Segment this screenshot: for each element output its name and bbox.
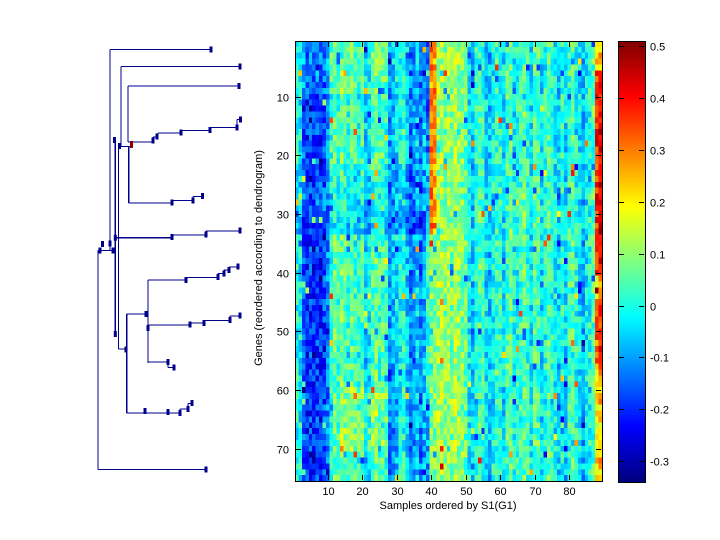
y-tick-label: 60: [277, 386, 289, 398]
colorbar-tick-label: 0.5: [650, 42, 665, 54]
dendrogram-node-marker: [186, 406, 190, 412]
y-axis-label: Genes (reordered according to dendrogram…: [253, 150, 265, 366]
dendrogram-node-marker: [236, 263, 240, 270]
y-tick-label: 30: [277, 210, 289, 222]
colorbar-frame: 0.5 0.4 0.3 0.2 0.1 0 -0.1 -0.2 -0.3: [618, 41, 669, 483]
colorbar-tick-label: 0.4: [650, 94, 665, 106]
dendrogram-node-marker: [204, 466, 208, 473]
x-tick-label: 50: [460, 486, 472, 498]
dendrogram-node-marker: [201, 193, 204, 199]
x-tick-label: 30: [391, 486, 403, 498]
colorbar-tick-label: -0.1: [650, 353, 669, 365]
y-tick-label: 70: [277, 445, 289, 457]
x-tick-label: 80: [563, 486, 575, 498]
dendrogram-node-marker: [235, 124, 239, 131]
x-tick-label: 40: [425, 486, 437, 498]
dendrogram-node-marker: [237, 83, 241, 89]
colorbar-tick-label: 0.2: [650, 198, 665, 210]
y-tick-label: 50: [277, 327, 289, 339]
colorbar-tick-label: -0.2: [650, 405, 669, 417]
dendrogram-node-marker: [98, 247, 102, 254]
colorbar-tick-label: -0.3: [650, 457, 669, 469]
dendrogram-node-marker: [170, 199, 174, 206]
dendrogram-node-marker: [184, 277, 188, 283]
dendrogram-node-marker: [111, 247, 115, 254]
dendrogram-node-marker: [118, 143, 121, 149]
dendrogram-node-marker: [101, 241, 104, 247]
x-tick-label: 60: [494, 486, 506, 498]
dendrogram-node-marker: [143, 408, 147, 414]
dendrogram-node-marker: [146, 325, 150, 331]
dendrogram-node-marker: [170, 234, 174, 240]
dendrogram: [97, 46, 242, 473]
dendrogram-node-marker: [166, 359, 170, 365]
dendrogram-node-marker: [191, 197, 195, 204]
dendrogram-node-marker: [228, 317, 232, 323]
dendrogram-highlight-marker: [130, 141, 133, 148]
dendrogram-node-marker: [208, 127, 212, 133]
colorbar-gradient: [618, 41, 645, 482]
dendrogram-node-marker: [179, 129, 183, 136]
y-tick-label: 40: [277, 269, 289, 281]
dendrogram-node-marker: [151, 137, 155, 144]
dendrogram-node-marker: [108, 240, 112, 247]
dendrogram-node-marker: [222, 270, 226, 277]
dendrogram-node-marker: [238, 227, 242, 234]
dendrogram-node-marker: [238, 312, 242, 319]
dendrogram-node-marker: [239, 116, 242, 123]
dendrogram-node-marker: [178, 410, 182, 416]
heatmap-grid: [295, 41, 602, 481]
y-tick-label: 10: [277, 93, 289, 105]
x-tick-label: 70: [529, 486, 541, 498]
x-tick-label: 20: [356, 486, 368, 498]
dendrogram-node-marker: [216, 274, 220, 280]
colorbar-tick-label: 0: [650, 302, 656, 314]
dendrogram-node-marker: [144, 311, 148, 317]
dendrogram-node-marker: [209, 46, 213, 53]
dendrogram-node-marker: [238, 63, 242, 70]
dendrogram-node-marker: [227, 267, 231, 273]
dendrogram-node-marker: [202, 320, 206, 326]
dendrogram-node-marker: [124, 346, 128, 353]
dendrogram-node-marker: [190, 400, 194, 406]
x-axis-label: Samples ordered by S1(G1): [379, 500, 517, 512]
dendrogram-node-marker: [172, 364, 176, 371]
dendrogram-node-marker: [113, 234, 117, 241]
y-tick-label: 20: [277, 151, 289, 163]
dendrogram-node-marker: [155, 133, 159, 140]
heatmap-axes: 10 20 30 40 50 60 70 80 10 20 30 40 50 60 70: [277, 41, 603, 498]
dendrogram-node-marker: [188, 321, 192, 328]
heatmap-border: [295, 41, 603, 482]
dendrogram-node-marker: [166, 409, 170, 415]
x-tick-label: 10: [322, 486, 334, 498]
colorbar-tick-label: 0.1: [650, 250, 665, 262]
dendrogram-node-marker: [204, 231, 208, 238]
colorbar-border: [618, 41, 646, 483]
dendrogram-node-marker: [113, 137, 116, 143]
dendrogram-node-marker: [113, 331, 117, 337]
colorbar-tick-label: 0.3: [650, 146, 665, 158]
